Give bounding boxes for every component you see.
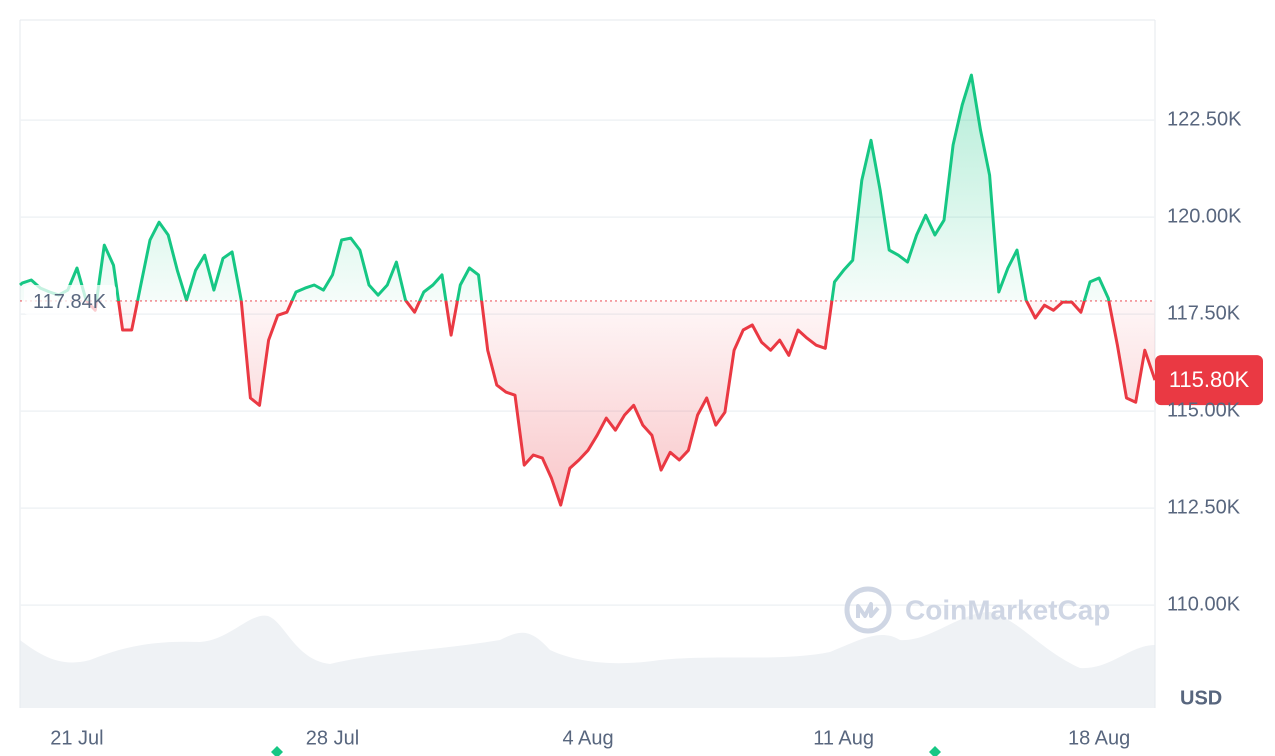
x-tick-label: 11 Aug	[813, 727, 874, 749]
event-marker	[271, 746, 283, 756]
watermark: CoinMarketCap	[905, 594, 1110, 625]
y-tick-label: 115.00K	[1167, 399, 1241, 421]
last-price-badge	[1155, 355, 1263, 406]
watermark-logo	[844, 586, 892, 634]
y-unit: USD	[1180, 687, 1222, 709]
y-tick-label: 110.00K	[1167, 593, 1241, 615]
y-tick-label: 117.50K	[1167, 302, 1241, 324]
y-tick-label: 120.00K	[1167, 205, 1242, 227]
x-tick-label: 18 Aug	[1068, 727, 1130, 749]
y-tick-label: 112.50K	[1167, 496, 1241, 518]
volume-area	[20, 612, 1155, 708]
baseline-label-bg	[24, 284, 116, 315]
baseline-label: 117.84K	[33, 291, 107, 313]
x-tick-label: 4 Aug	[562, 727, 613, 749]
y-tick-label: 122.50K	[1167, 108, 1242, 130]
last-price-label: 115.80K	[1169, 367, 1250, 392]
event-marker	[929, 746, 941, 756]
x-tick-label: 21 Jul	[50, 727, 103, 749]
price-area	[20, 75, 1155, 506]
x-tick-label: 28 Jul	[306, 727, 359, 749]
price-line	[19, 73, 1157, 507]
marks: 117.84K 115.80K	[19, 73, 1263, 507]
